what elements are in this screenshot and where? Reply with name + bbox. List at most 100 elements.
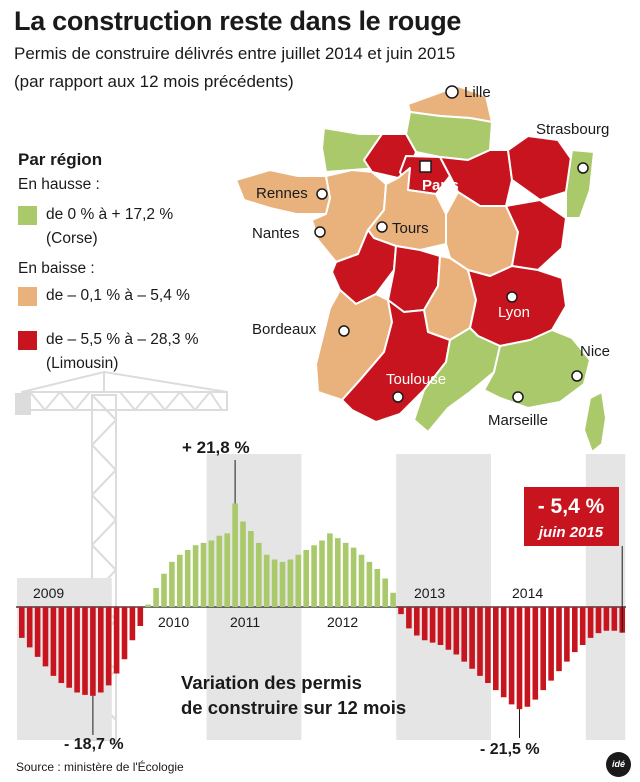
region-franche-comte [505,199,567,271]
bar [335,538,341,607]
bar [382,578,388,607]
city-dot-bordeaux [338,325,350,337]
city-label-lille: Lille [464,84,491,101]
legend-up-note: (Corse) [46,230,98,247]
chart-subtitle-line-1: Variation des permis [181,672,362,693]
bar [66,607,72,688]
legend-down-note: (Limousin) [46,355,119,372]
legend-down-label: En baisse : [18,260,95,277]
bar [437,607,444,645]
city-label-lyon: Lyon [498,304,530,321]
last-value-label: - 5,4 % [538,495,605,518]
bar [477,607,483,676]
bar [556,607,562,672]
region-languedoc [413,327,501,433]
bar [208,540,215,607]
city-label-marseille: Marseille [488,412,548,429]
bar [500,607,507,698]
year-label-2013: 2013 [414,585,445,601]
city-dot-toulouse [392,391,404,403]
year-band [17,578,112,740]
france-map [235,85,607,453]
city-dot-nantes [314,226,326,238]
bar [445,607,452,650]
chart-title: La construction reste dans le rouge [14,6,462,36]
region-corse [583,391,607,453]
subtitle-line-2: (par rapport aux 12 mois précédents) [14,72,294,91]
bar [121,607,128,660]
legend-down-range-2: de – 5,5 % à – 28,3 % [46,331,199,348]
city-dot-nice [571,370,583,382]
bar [98,607,104,693]
bar [145,604,151,607]
bar [50,607,57,676]
bar [169,561,175,607]
bar [74,607,80,693]
bar [493,607,499,691]
legend-swatch-orange [18,287,37,306]
bar [540,607,546,691]
bar [421,607,428,641]
bar [390,592,396,607]
bar [548,607,554,681]
bar [508,607,515,705]
bar [350,547,357,607]
bar [524,607,531,707]
city-dot-rennes [316,188,328,200]
bar [485,607,491,683]
annotations: + 21,8 % - 18,7 % - 21,5 % - 5,4 % juin 2015… [64,438,623,758]
legend-up-range: de 0 % à + 17,2 % [46,206,174,223]
source-note: Source : ministère de l'Écologie [16,760,184,774]
publisher-logo: idé [606,752,631,777]
bar [572,607,578,653]
bar [295,554,302,607]
year-label-2011: 2011 [230,614,260,630]
bar [58,607,65,683]
legend-down-range-1: de – 0,1 % à – 5,4 % [46,287,190,304]
bar [564,607,570,662]
bar [216,535,223,607]
city-label-tours: Tours [392,220,429,237]
bar [153,588,159,607]
bar [232,503,238,607]
legend-up-label: En hausse : [18,176,100,193]
bar [406,607,412,629]
region-alsace [565,149,595,219]
bar [287,559,294,607]
city-label-bordeaux: Bordeaux [252,321,317,338]
legend-swatch-red [18,331,37,350]
min-2014-label: - 21,5 % [480,741,540,758]
bar [611,607,618,631]
region-picardie [405,111,493,161]
city-label-strasbourg: Strasbourg [536,121,609,138]
bar [429,607,436,643]
year-label-2009: 2009 [33,585,64,601]
legend-title: Par région [18,150,103,169]
bar [414,607,420,636]
bar [90,607,96,696]
bar [200,542,207,607]
city-label-toulouse: Toulouse [386,371,446,388]
bar [240,521,246,607]
bar [137,607,144,626]
bar [105,607,112,686]
bar [603,607,610,631]
bar [303,550,309,607]
bar [374,569,381,607]
bar [279,561,286,607]
city-label-rennes: Rennes [256,185,308,202]
bar [42,607,49,667]
year-band [396,454,491,740]
bar [184,550,191,607]
city-label-nantes: Nantes [252,225,300,242]
city-markers: Lille Strasbourg Paris Rennes Nantes Tou… [252,84,610,429]
bar [532,607,539,700]
bar [469,607,475,669]
bar [453,607,460,655]
bar [461,607,467,662]
city-label-nice: Nice [580,343,610,360]
last-date-label: juin 2015 [537,524,604,541]
bar [263,554,270,607]
city-label-paris: Paris [422,177,459,194]
